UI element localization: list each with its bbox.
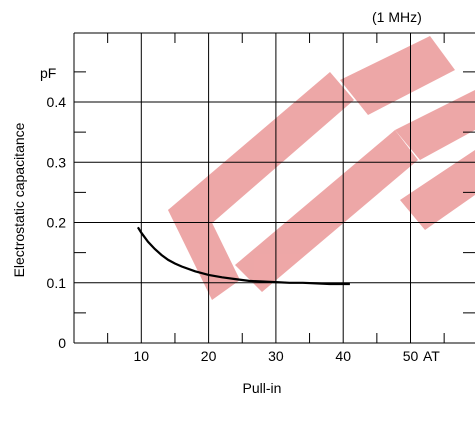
series-layer — [136, 226, 350, 286]
watermark-bar-5 — [395, 90, 475, 160]
y-tick-label: 0.1 — [47, 275, 67, 291]
watermark-bar-4 — [340, 36, 455, 115]
y-tick-label: 0.3 — [47, 154, 67, 170]
x-axis-title: Pull-in — [243, 380, 282, 396]
x-tick-label: 10 — [134, 348, 150, 364]
y-tick-label-zero: 0 — [58, 335, 66, 351]
tick-labels: 10 20 30 40 50 0.1 0.2 0.3 0.4 0 — [47, 94, 419, 364]
y-axis-title: Electrostatic capacitance — [11, 122, 27, 277]
x-unit-label: AT — [423, 348, 440, 364]
x-tick-label: 40 — [335, 348, 351, 364]
x-tick-label: 20 — [201, 348, 217, 364]
condition-label: (1 MHz) — [372, 9, 422, 25]
watermark-bar-3 — [235, 130, 418, 292]
y-tick-label: 0.2 — [47, 215, 67, 231]
y-unit-label: pF — [40, 65, 56, 81]
x-tick-label: 50 — [403, 348, 419, 364]
minor-ticks — [74, 33, 475, 343]
watermark-logo — [168, 36, 475, 300]
capacitance-curve — [136, 226, 350, 286]
x-tick-label: 30 — [268, 348, 284, 364]
y-tick-label: 0.4 — [47, 94, 67, 110]
watermark-bar-6 — [400, 150, 475, 230]
watermark-bar-2 — [168, 190, 240, 300]
watermark-bar-1 — [168, 72, 354, 238]
